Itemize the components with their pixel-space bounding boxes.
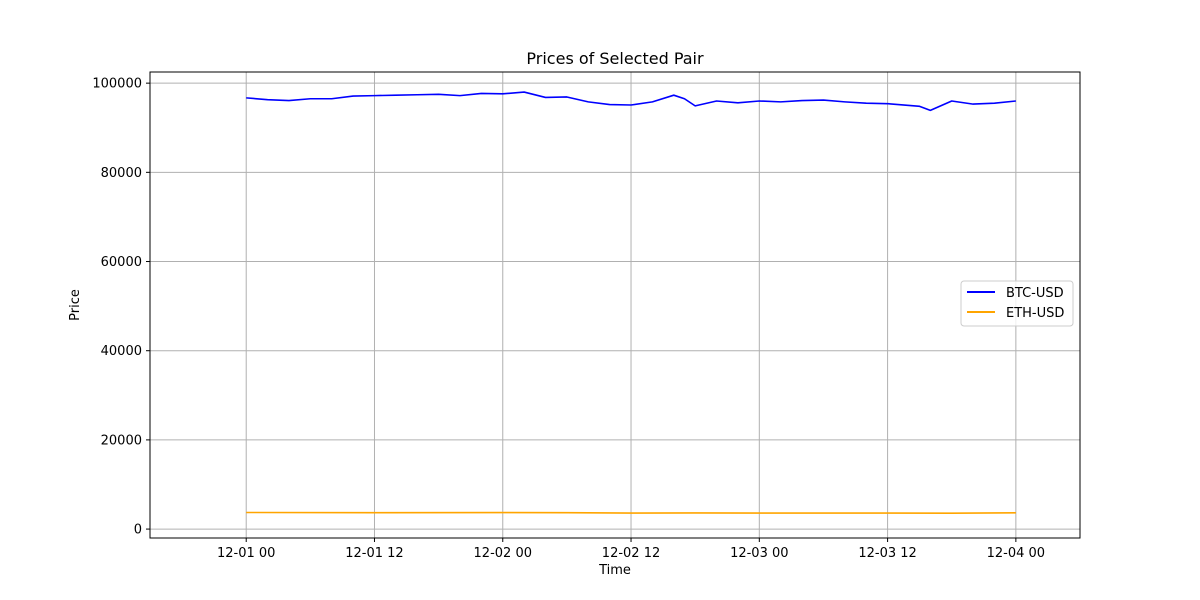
y-tick-label: 0 bbox=[134, 523, 142, 538]
grid bbox=[150, 72, 1080, 538]
y-tick-label: 60000 bbox=[101, 255, 142, 270]
legend-label-eth: ETH-USD bbox=[1006, 306, 1064, 321]
y-tick-label: 80000 bbox=[101, 166, 142, 181]
x-tick-label: 12-04 00 bbox=[987, 546, 1045, 561]
series-line-eth-usd bbox=[246, 511, 1016, 514]
legend: BTC-USD ETH-USD bbox=[960, 280, 1074, 327]
x-tick-label: 12-01 00 bbox=[217, 546, 275, 561]
y-axis-ticks: 0 20000 40000 60000 80000 100000 bbox=[92, 77, 150, 538]
x-tick-label: 12-03 12 bbox=[858, 546, 916, 561]
plot-frame bbox=[149, 71, 1081, 539]
x-tick-label: 12-01 12 bbox=[345, 546, 403, 561]
chart-title: Prices of Selected Pair bbox=[526, 49, 704, 68]
plot-area bbox=[150, 72, 1080, 538]
y-tick-label: 100000 bbox=[92, 77, 142, 92]
y-axis-label: Price bbox=[68, 289, 83, 321]
x-tick-label: 12-02 00 bbox=[474, 546, 532, 561]
x-tick-label: 12-03 00 bbox=[730, 546, 788, 561]
series-lines bbox=[246, 91, 1016, 514]
x-axis-label: Time bbox=[598, 563, 631, 578]
y-tick-label: 20000 bbox=[101, 433, 142, 448]
legend-label-btc: BTC-USD bbox=[1006, 286, 1064, 301]
x-tick-label: 12-02 12 bbox=[602, 546, 660, 561]
y-tick-label: 40000 bbox=[101, 344, 142, 359]
series-line-btc-usd bbox=[246, 91, 1016, 112]
x-axis-ticks: 12-01 00 12-01 12 12-02 00 12-02 12 12-03 00… bbox=[217, 538, 1045, 561]
